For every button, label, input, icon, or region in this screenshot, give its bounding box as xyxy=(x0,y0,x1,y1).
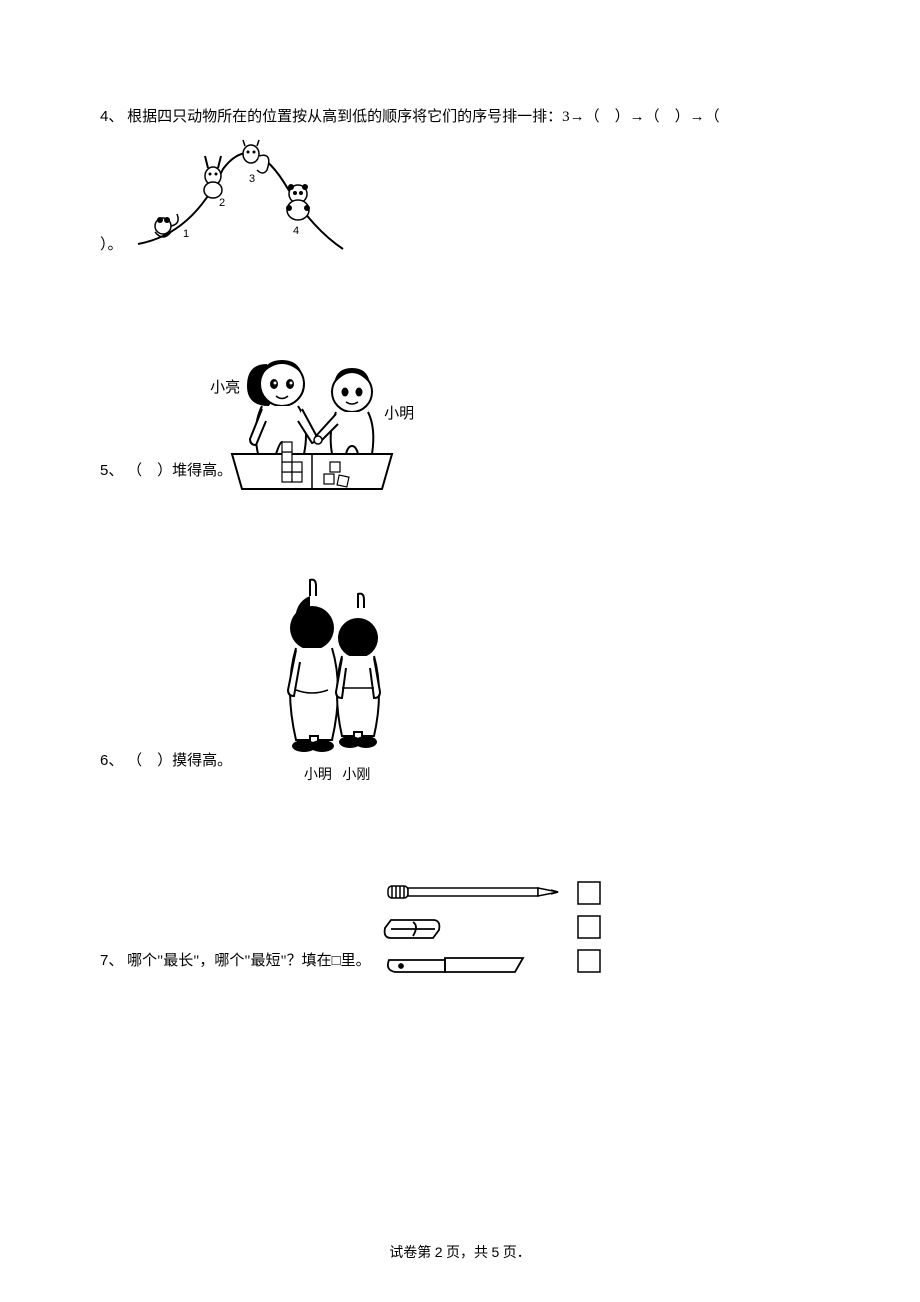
q6-label-right: 小刚 xyxy=(342,768,370,783)
footer-prefix: 试卷第 xyxy=(389,1246,435,1261)
kid-gang-icon xyxy=(336,594,380,748)
question-6: 6、 （ ）摸得高。 xyxy=(100,578,820,778)
question-5: 5、 （ ）堆得高。 xyxy=(100,334,820,488)
q7-number: 7、 xyxy=(100,952,123,969)
animal-2-icon xyxy=(204,156,222,198)
q6-line: 6、 （ ）摸得高。 xyxy=(100,744,232,778)
q4-number: 4、 xyxy=(100,108,123,125)
q7-text: 哪个"最长"，哪个"最短"？填在□里。 xyxy=(127,953,371,969)
q6-label-left: 小明 xyxy=(304,768,332,783)
page-footer: 试卷第 2 页，共 5 页． xyxy=(0,1242,920,1262)
pencil-icon xyxy=(388,886,558,898)
q4-text: 根据四只动物所在的位置按从高到低的顺序将它们的序号排一排：3→（ ）→（ ）→（ xyxy=(127,109,720,125)
kid-right-icon xyxy=(314,368,373,454)
q4-line: 4、 根据四只动物所在的位置按从高到低的顺序将它们的序号排一排：3→（ ）→（ … xyxy=(100,100,820,134)
q6-number: 6、 xyxy=(100,752,123,769)
answer-box-1[interactable] xyxy=(578,882,600,904)
animal-4-icon xyxy=(286,184,310,220)
animal-1-icon xyxy=(155,214,178,237)
q6-text: （ ）摸得高。 xyxy=(127,753,232,769)
answer-box-3[interactable] xyxy=(578,950,600,972)
question-4: 4、 根据四只动物所在的位置按从高到低的顺序将它们的序号排一排：3→（ ）→（ … xyxy=(100,100,820,254)
answer-box-2[interactable] xyxy=(578,916,600,938)
question-7: 7、 哪个"最长"，哪个"最短"？填在□里。 xyxy=(100,878,820,978)
q6-labels: 小明 小刚 xyxy=(262,764,412,784)
q6-figure-kids-reaching xyxy=(262,578,412,768)
animal-3-icon xyxy=(243,140,269,173)
footer-suffix: 页． xyxy=(499,1246,531,1261)
hill-label-4: 4 xyxy=(293,225,299,237)
footer-mid: 页，共 xyxy=(443,1246,492,1261)
hill-label-2: 2 xyxy=(219,197,225,209)
knife-icon xyxy=(388,958,523,972)
q5-label-right: 小明 xyxy=(384,402,414,423)
q5-number: 5、 xyxy=(100,462,123,479)
q4-figure-hill: 1 2 3 4 xyxy=(123,134,353,254)
footer-page: 2 xyxy=(435,1244,443,1260)
q7-line: 7、 哪个"最长"，哪个"最短"？填在□里。 xyxy=(100,944,371,978)
kid-ming-icon xyxy=(288,580,338,752)
q7-figure-objects xyxy=(383,878,613,978)
kid-left-icon xyxy=(247,360,317,454)
q5-label-left: 小亮 xyxy=(210,376,240,397)
hill-label-3: 3 xyxy=(249,173,255,185)
eraser-icon xyxy=(384,920,439,938)
q5-figure-kids-stacking xyxy=(212,334,412,494)
q4-tail: ）。 xyxy=(100,233,123,254)
hill-label-1: 1 xyxy=(183,228,189,240)
page-content: 4、 根据四只动物所在的位置按从高到低的顺序将它们的序号排一排：3→（ ）→（ … xyxy=(0,0,920,978)
